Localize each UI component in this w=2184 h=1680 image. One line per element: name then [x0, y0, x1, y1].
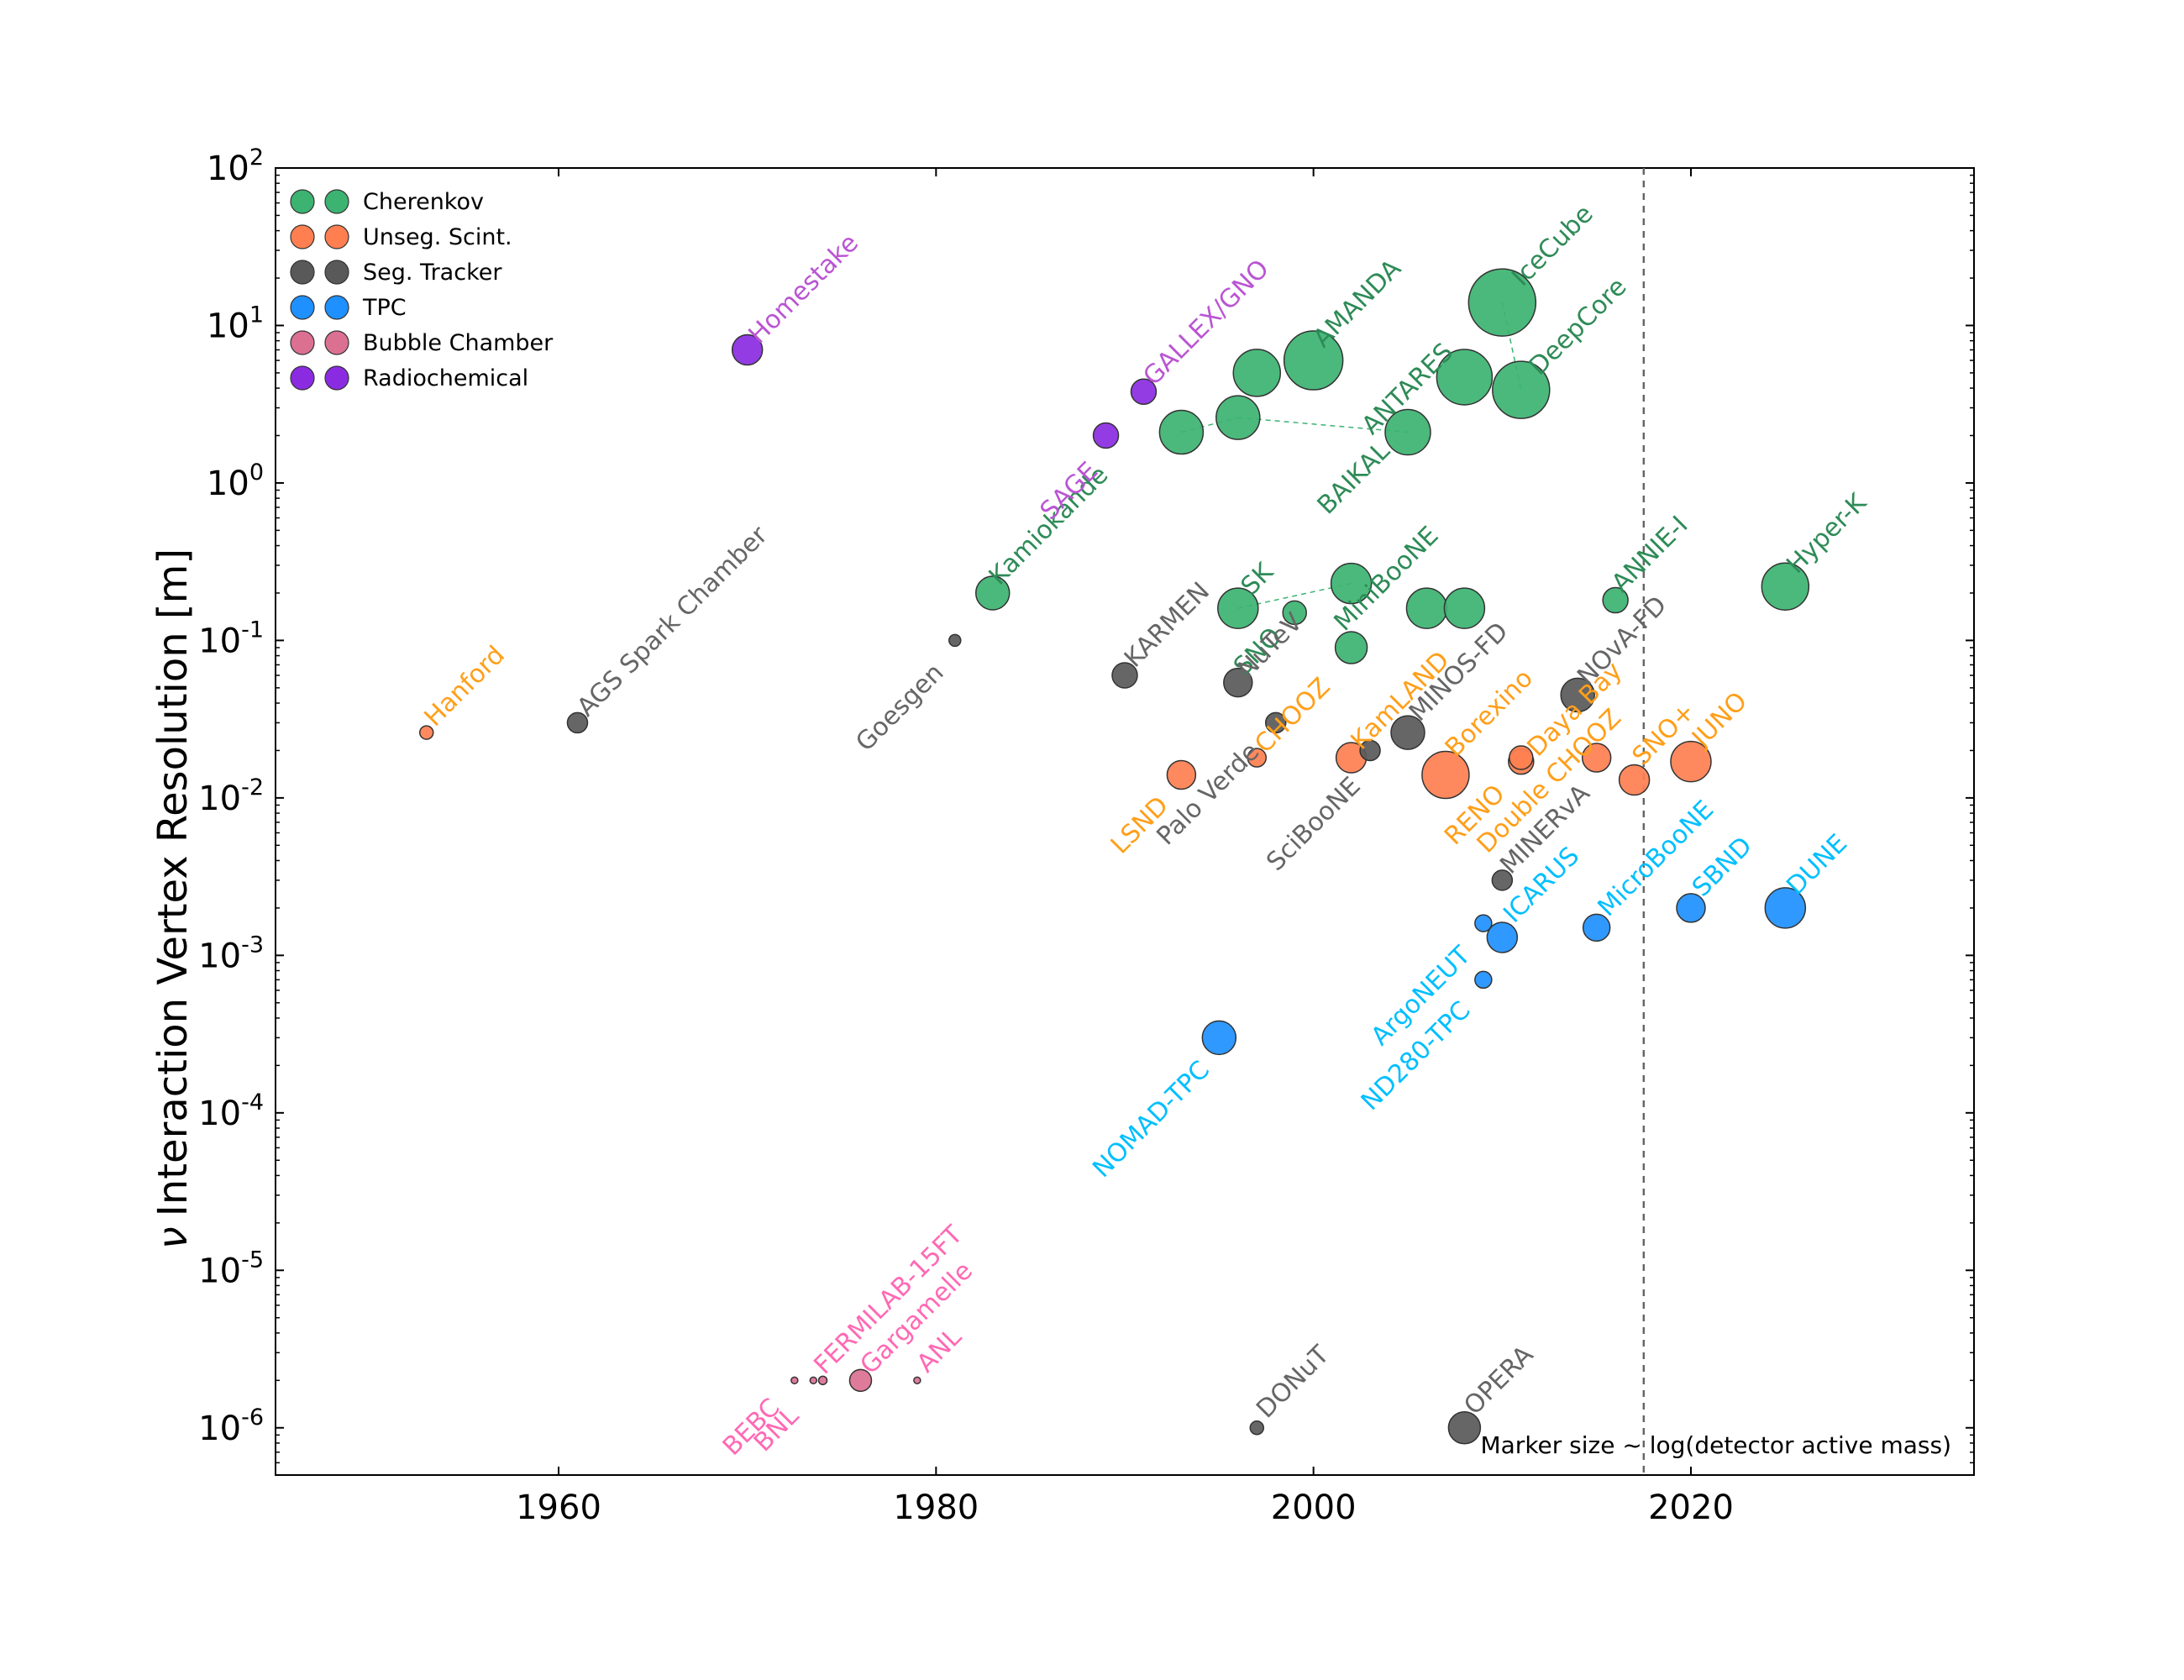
- point-sbnd: [1676, 893, 1706, 923]
- point-icarus: [1486, 921, 1519, 953]
- legend-marker-b-bubble-chamber: [324, 330, 349, 355]
- y-tick-label-1: 101: [207, 302, 264, 345]
- point-palo-verde: [1264, 711, 1287, 734]
- y-tick-label-2: 102: [207, 144, 264, 188]
- point-daya-bay: [1581, 743, 1612, 773]
- legend: Cherenkov Unseg. Scint. Seg. Tracker TPC Bub…: [290, 189, 554, 391]
- legend-marker-a-seg-tracker: [290, 260, 315, 285]
- point-borexino: [1421, 750, 1470, 800]
- legend-marker-b-tpc: [324, 295, 349, 320]
- legend-label-seg-tracker: Seg. Tracker: [363, 260, 502, 286]
- y-tick-label--6: 10-6: [198, 1404, 264, 1448]
- point-baikal-early: [1215, 395, 1261, 440]
- point-nd280-tpc: [1474, 970, 1493, 990]
- x-tick-label-2000: 2000: [1271, 1488, 1357, 1527]
- point-miniboone: [1330, 562, 1373, 605]
- point-cher-2008: [1443, 587, 1486, 629]
- legend-marker-a-bubble-chamber: [290, 330, 315, 355]
- point-gallex-gno: [1130, 378, 1158, 405]
- point-icecube: [1467, 268, 1537, 337]
- point-goesgen: [948, 633, 962, 648]
- nu-symbol: ν: [150, 1226, 197, 1249]
- point-deepcore: [1492, 360, 1551, 419]
- x-tick-label-2020: 2020: [1648, 1488, 1734, 1527]
- point-bebc: [790, 1376, 799, 1385]
- point-karmen: [1111, 662, 1138, 689]
- legend-marker-a-cherenkov: [290, 189, 315, 214]
- data-points: [418, 268, 1810, 1445]
- point-hanford: [418, 725, 434, 740]
- legend-marker-b-unseg-scint: [324, 224, 349, 249]
- y-axis-label: ν Interaction Vertex Resolution [m]: [150, 549, 197, 1249]
- point-fermilab-15ft: [817, 1375, 828, 1386]
- point-amanda: [1283, 330, 1344, 391]
- point-opera: [1447, 1411, 1482, 1445]
- point-sno: [1618, 764, 1651, 796]
- y-tick-label--1: 10-1: [198, 617, 264, 660]
- point-sage: [1092, 422, 1120, 449]
- point-ags-spark-chamber: [566, 711, 589, 734]
- point-bnl: [809, 1376, 818, 1385]
- x-axis: 1960 1980 2000 2020: [516, 168, 1734, 1527]
- point-minos-fd: [1390, 715, 1425, 750]
- y-axis-label-text: Interaction Vertex Resolution [m]: [150, 549, 197, 1217]
- point-donut: [1249, 1420, 1265, 1436]
- legend-marker-a-radiochemical: [290, 365, 315, 391]
- point-sk: [1217, 587, 1259, 629]
- legend-marker-a-unseg-scint: [290, 224, 315, 249]
- legend-marker-b-cherenkov: [324, 189, 349, 214]
- point-anl: [913, 1376, 921, 1385]
- x-tick-label-1960: 1960: [516, 1488, 601, 1527]
- point-annie-i: [1602, 586, 1629, 614]
- point-nomad-tpc: [1201, 1020, 1237, 1056]
- point-kamiokande: [974, 575, 1011, 611]
- y-tick-label--3: 10-3: [198, 932, 264, 975]
- point-cher-2006: [1405, 587, 1448, 629]
- y-tick-label--5: 10-5: [198, 1247, 264, 1290]
- legend-label-unseg-scint: Unseg. Scint.: [363, 224, 512, 250]
- legend-marker-a-tpc: [290, 295, 315, 320]
- legend-label-bubble-chamber: Bubble Chamber: [363, 330, 554, 356]
- point-argoneut: [1474, 914, 1493, 932]
- y-tick-label--2: 10-2: [198, 774, 264, 818]
- plot-frame: [275, 167, 1975, 1476]
- point-imb: [1158, 409, 1205, 455]
- point-amanda-early: [1232, 349, 1282, 397]
- point-nova-fd: [1560, 677, 1595, 713]
- point-dune: [1764, 887, 1807, 929]
- y-tick-label-0: 100: [207, 459, 264, 503]
- point-miniboone-2: [1334, 631, 1368, 664]
- point-sciboone: [1359, 739, 1381, 762]
- point-microboone: [1582, 913, 1611, 942]
- point-antares: [1436, 349, 1494, 406]
- point-minerva: [1491, 869, 1514, 891]
- y-tick-label--4: 10-4: [198, 1089, 264, 1133]
- point-gargamelle: [848, 1368, 873, 1393]
- point-sno: [1282, 600, 1307, 626]
- connector-baikal-early-baikal: [1237, 417, 1409, 433]
- point-nutev: [1223, 667, 1253, 698]
- legend-label-tpc: TPC: [362, 295, 407, 321]
- point-homestake: [731, 333, 764, 366]
- point-double-chooz: [1509, 745, 1534, 770]
- marker-size-note: Marker size ~ log(detector active mass): [1480, 1431, 1951, 1459]
- legend-marker-b-seg-tracker: [324, 260, 349, 285]
- point-baikal: [1384, 408, 1431, 456]
- point-lsnd: [1166, 759, 1197, 790]
- legend-marker-b-radiochemical: [324, 365, 349, 391]
- y-axis: 102 101 100 10-1 10-2 10-3 10-4 10-5 10-6: [198, 144, 1974, 1464]
- x-tick-label-1980: 1980: [893, 1488, 979, 1527]
- legend-label-cherenkov: Cherenkov: [363, 189, 484, 215]
- point-chooz: [1247, 748, 1268, 768]
- legend-label-radiochemical: Radiochemical: [363, 365, 528, 391]
- point-juno: [1670, 740, 1712, 783]
- point-hyper-k: [1761, 562, 1810, 611]
